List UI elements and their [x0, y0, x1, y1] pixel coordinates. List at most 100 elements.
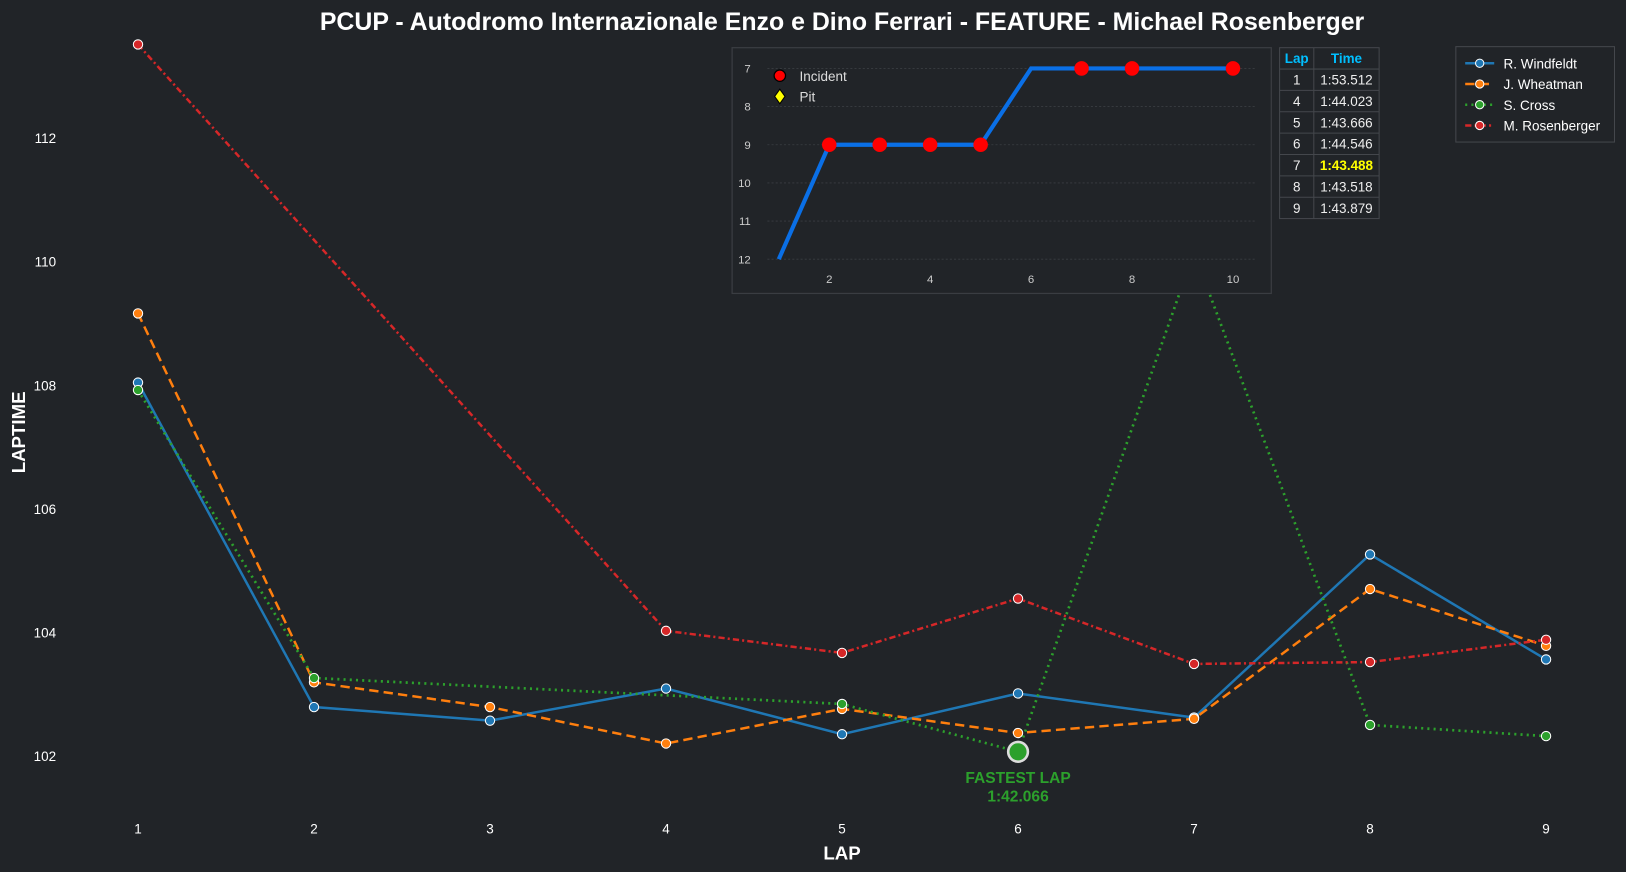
inset-x-tick-label: 2	[826, 274, 832, 286]
x-tick-label: 4	[662, 822, 670, 837]
table-cell-time: 1:43.488	[1320, 158, 1374, 173]
table-cell-time: 1:44.546	[1320, 137, 1372, 152]
x-axis-label: LAP	[823, 843, 860, 864]
table-cell-lap: 7	[1293, 158, 1301, 173]
legend-label: R. Windfeldt	[1504, 56, 1578, 71]
pit-legend-label: Pit	[800, 90, 816, 105]
y-tick-label: 104	[34, 625, 57, 640]
y-tick-label: 102	[34, 749, 56, 764]
data-point	[1364, 656, 1376, 668]
incident-marker	[922, 137, 938, 153]
position-inset: 7 8 9 10 11 12 2 4 6 8 10 Incident Pit	[731, 47, 1272, 295]
x-tick-label: 2	[310, 822, 318, 837]
data-point	[836, 647, 848, 659]
data-point	[484, 701, 496, 713]
series-line-1	[136, 312, 1547, 745]
data-point	[132, 308, 144, 319]
position-line	[776, 66, 1233, 261]
data-point	[132, 39, 144, 50]
legend-label: S. Cross	[1504, 98, 1556, 113]
data-point	[660, 683, 672, 694]
table-header-lap: Lap	[1285, 51, 1309, 66]
incident-marker	[1225, 61, 1241, 76]
table-cell-lap: 4	[1293, 94, 1301, 109]
table-cell-time: 1:43.518	[1320, 179, 1372, 194]
x-tick-label: 8	[1366, 822, 1374, 837]
incident-marker	[821, 137, 837, 153]
y-axis-label: LAPTIME	[8, 391, 29, 473]
incident-legend-label: Incident	[800, 69, 847, 84]
y-tick-label: 112	[35, 131, 56, 146]
legend-marker	[1475, 120, 1485, 131]
inset-x-tick-label: 6	[1028, 274, 1034, 286]
table-header-time: Time	[1331, 51, 1363, 66]
x-tick-label: 9	[1542, 822, 1550, 837]
inset-x-tick-label: 8	[1129, 274, 1135, 286]
inset-legend: Incident Pit	[773, 69, 847, 105]
data-point	[836, 698, 848, 710]
incident-marker	[1074, 61, 1089, 76]
data-point	[308, 701, 320, 713]
incident-marker	[1124, 61, 1140, 76]
table-cell-lap: 8	[1293, 179, 1301, 194]
legend-label: J. Wheatman	[1504, 77, 1583, 92]
inset-y-tick-label: 11	[739, 216, 751, 228]
pit-legend-marker	[773, 88, 786, 105]
table-cell-lap: 9	[1293, 201, 1301, 216]
inset-y-tick-label: 7	[744, 64, 750, 76]
data-point	[660, 738, 672, 749]
data-point	[132, 384, 144, 396]
inset-x-tick-label: 4	[927, 274, 933, 286]
data-point	[1364, 719, 1376, 731]
lap-time-table: Lap Time 1 1:53.512 4 1:44.023 5 1:43.666 6 1:44.…	[1279, 47, 1380, 220]
table-cell-lap: 6	[1293, 137, 1301, 152]
data-point	[1012, 688, 1024, 699]
table-cell-time: 1:43.879	[1320, 201, 1372, 216]
y-tick-label: 106	[34, 502, 56, 517]
data-point	[1188, 658, 1200, 670]
data-point	[308, 672, 320, 684]
inset-y-tick-label: 8	[744, 102, 750, 114]
legend: R. Windfeldt J. Wheatman S. Cross M. Rosenb…	[1455, 46, 1616, 143]
fastest-lap-marker	[1006, 740, 1030, 763]
y-tick-label: 110	[35, 255, 56, 270]
data-point	[1540, 730, 1552, 742]
table-cell-lap: 1	[1293, 73, 1301, 88]
table-cell-time: 1:43.666	[1320, 115, 1372, 130]
legend-marker	[1475, 79, 1485, 89]
data-point	[1540, 654, 1552, 665]
inset-x-tick-label: 10	[1227, 274, 1240, 286]
x-tick-label: 1	[134, 822, 142, 837]
legend-marker	[1475, 100, 1485, 110]
x-tick-label: 6	[1014, 822, 1022, 837]
data-point	[1188, 713, 1200, 724]
incident-marker	[872, 137, 887, 153]
data-point	[1012, 727, 1024, 739]
data-point	[1364, 583, 1376, 595]
data-point	[836, 729, 848, 740]
incident-marker	[973, 137, 988, 153]
x-tick-label: 7	[1190, 822, 1198, 837]
inset-y-tick-label: 9	[744, 140, 750, 152]
inset-y-tick-label: 10	[738, 178, 751, 190]
fastest-lap-time: 1:42.066	[987, 788, 1049, 805]
fastest-lap-label: FASTEST LAP	[965, 770, 1070, 787]
y-tick-label: 108	[34, 378, 56, 393]
data-point	[1364, 549, 1376, 560]
data-point	[484, 715, 496, 726]
x-tick-label: 3	[486, 822, 494, 837]
legend-marker	[1475, 58, 1485, 68]
legend-label: M. Rosenberger	[1504, 119, 1601, 134]
chart-title: PCUP - Autodromo Internazionale Enzo e D…	[320, 8, 1365, 36]
table-cell-time: 1:44.023	[1320, 94, 1372, 109]
data-point	[660, 625, 672, 637]
table-cell-lap: 5	[1293, 115, 1301, 130]
incident-legend-marker	[773, 69, 787, 83]
table-cell-time: 1:53.512	[1320, 73, 1372, 88]
series-line-0	[136, 382, 1547, 736]
series-line-2	[136, 248, 1547, 754]
x-tick-label: 5	[838, 822, 846, 837]
data-point	[1012, 593, 1024, 604]
inset-y-tick-label: 12	[738, 254, 751, 266]
